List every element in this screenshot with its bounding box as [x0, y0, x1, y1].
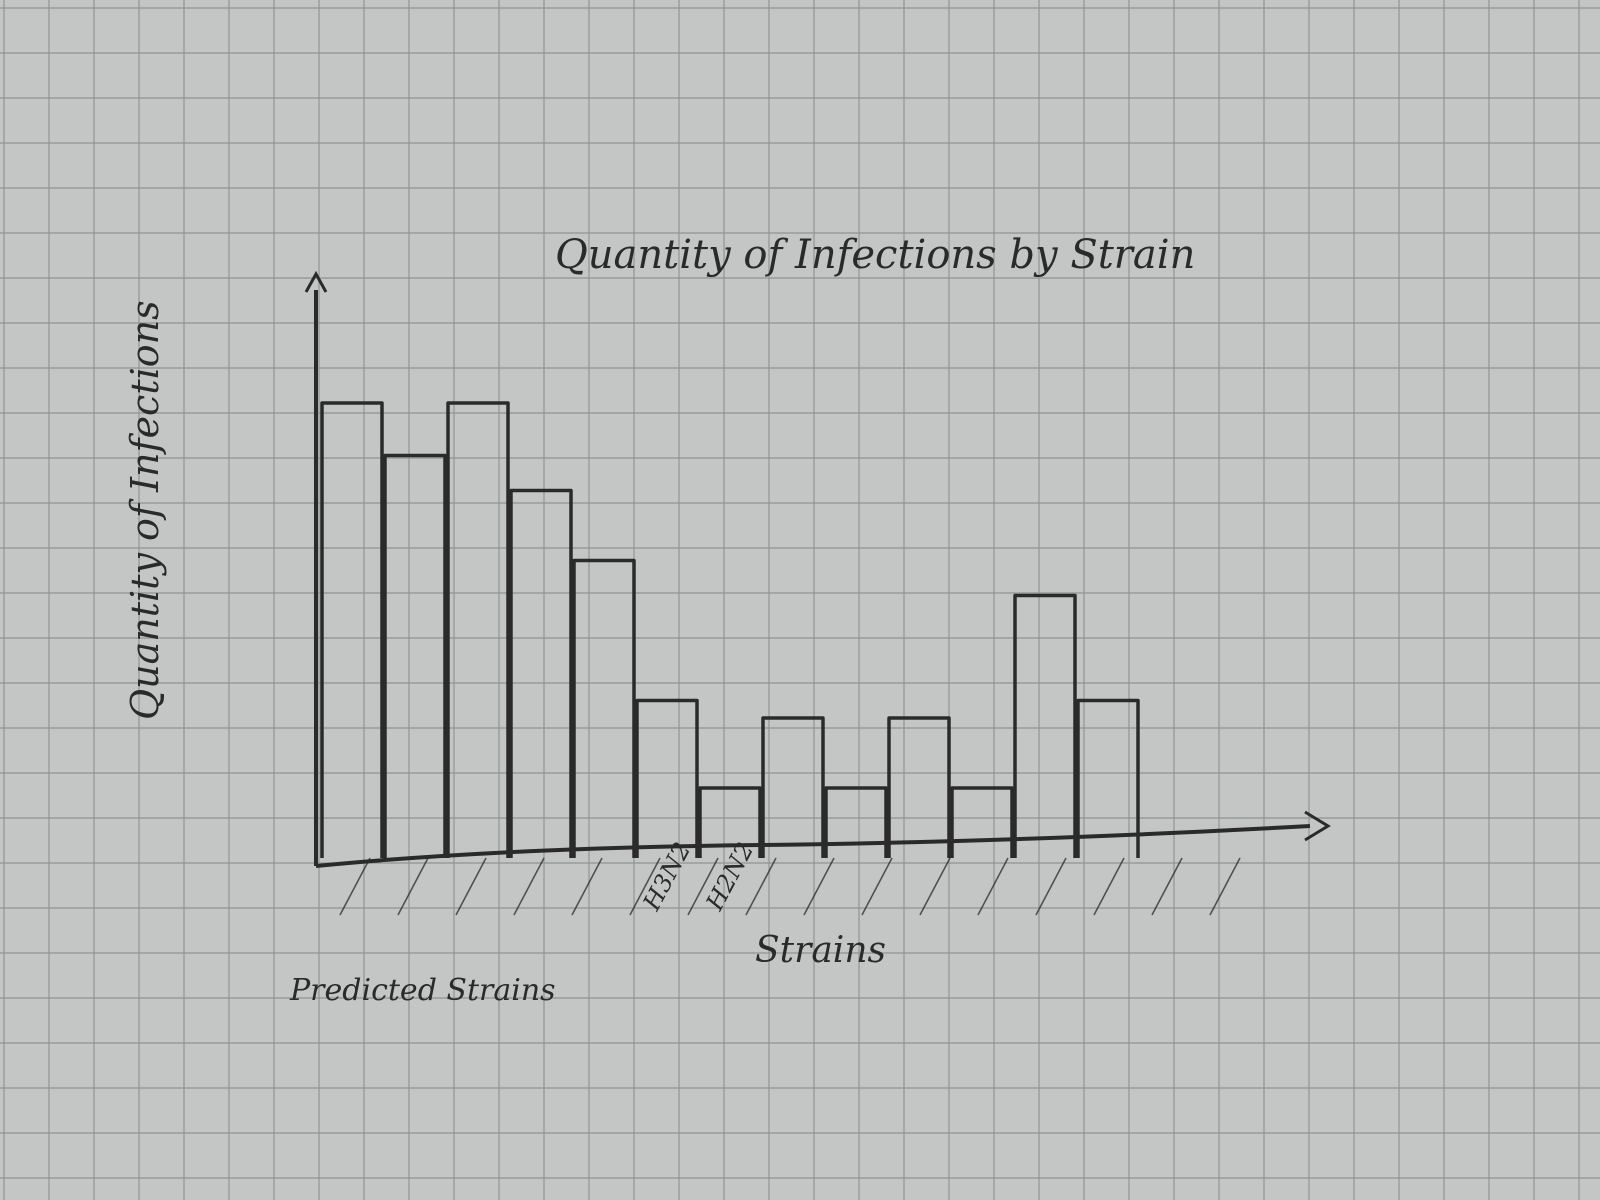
hatch-mark — [1151, 857, 1183, 916]
bar — [824, 786, 888, 858]
bar — [698, 786, 762, 858]
hatch-mark — [513, 857, 545, 916]
hatch-marks — [339, 857, 1241, 916]
hatch-mark — [919, 857, 951, 916]
bar — [1076, 698, 1140, 858]
bars — [320, 401, 1140, 858]
hatch-mark — [455, 857, 487, 916]
x-axis-label: Strains — [755, 930, 886, 971]
bar — [383, 453, 447, 858]
bar — [320, 401, 384, 858]
bar — [635, 698, 699, 858]
hatch-mark — [397, 857, 429, 916]
y-axis — [304, 270, 328, 866]
x-axis — [315, 810, 1331, 868]
hatch-mark — [571, 857, 603, 916]
x-axis-arrow-icon — [1304, 810, 1331, 842]
hatch-mark — [629, 857, 661, 916]
chart-title: Quantity of Infections by Strain — [555, 232, 1195, 278]
bar — [761, 716, 825, 858]
category-tick-label: H3N2 — [637, 838, 696, 916]
y-axis-arrow-icon — [304, 270, 328, 293]
hatch-mark — [977, 857, 1009, 916]
y-axis-label: Quantity of Infections — [123, 300, 167, 720]
bar — [509, 488, 573, 858]
bar — [887, 716, 951, 858]
bar — [950, 786, 1014, 858]
hatch-mark — [861, 857, 893, 916]
hatch-mark — [1093, 857, 1125, 916]
hatch-mark — [687, 857, 719, 916]
hatch-mark — [1209, 857, 1241, 916]
hatch-mark — [745, 857, 777, 916]
bar — [1013, 593, 1077, 858]
hatch-mark — [339, 857, 371, 916]
hatch-mark — [1035, 857, 1067, 916]
bar — [572, 558, 636, 858]
predicted-strains-label: Predicted Strains — [289, 973, 556, 1008]
hatch-mark — [803, 857, 835, 916]
bar — [446, 401, 510, 858]
